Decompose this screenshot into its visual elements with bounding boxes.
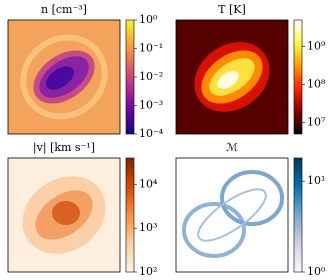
velocity-image <box>8 158 120 272</box>
mach-image <box>176 158 288 272</box>
image-frame <box>7 157 121 273</box>
colorbar-tick-label: 10⁰ <box>139 13 158 26</box>
panel-title: |v| [km s⁻¹] <box>33 141 95 155</box>
colorbar-tick-label: 10⁻³ <box>139 99 163 112</box>
panel-title: T [K] <box>218 3 246 16</box>
colorbar-tick-label: 10¹ <box>307 174 325 187</box>
image-frame <box>175 157 289 273</box>
colorbar-tick-label: 10⁷ <box>307 116 326 129</box>
colorbar <box>293 19 303 135</box>
colorbar-tick-label: 10² <box>139 265 157 276</box>
colorbar-tick-label: 10⁻⁴ <box>139 127 164 140</box>
colorbar <box>125 157 135 273</box>
colorbar-tick-label: 10⁻² <box>139 70 163 83</box>
colorbar <box>125 19 135 135</box>
colorbar-tick-label: 10⁴ <box>139 177 158 190</box>
image-frame <box>175 19 289 135</box>
panel-title: ℳ <box>226 141 238 154</box>
density-image <box>8 20 120 134</box>
image-frame <box>7 19 121 135</box>
panel-title: n [cm⁻³] <box>41 3 87 16</box>
colorbar-tick-label: 10⁸ <box>307 78 326 91</box>
temperature-image <box>176 20 288 134</box>
colorbar-tick-label: 10⁻¹ <box>139 42 163 55</box>
colorbar-tick-label: 10³ <box>139 221 157 234</box>
colorbar-tick-label: 10⁰ <box>307 265 326 276</box>
colorbar <box>293 157 303 273</box>
colorbar-tick-label: 10⁹ <box>307 40 326 53</box>
